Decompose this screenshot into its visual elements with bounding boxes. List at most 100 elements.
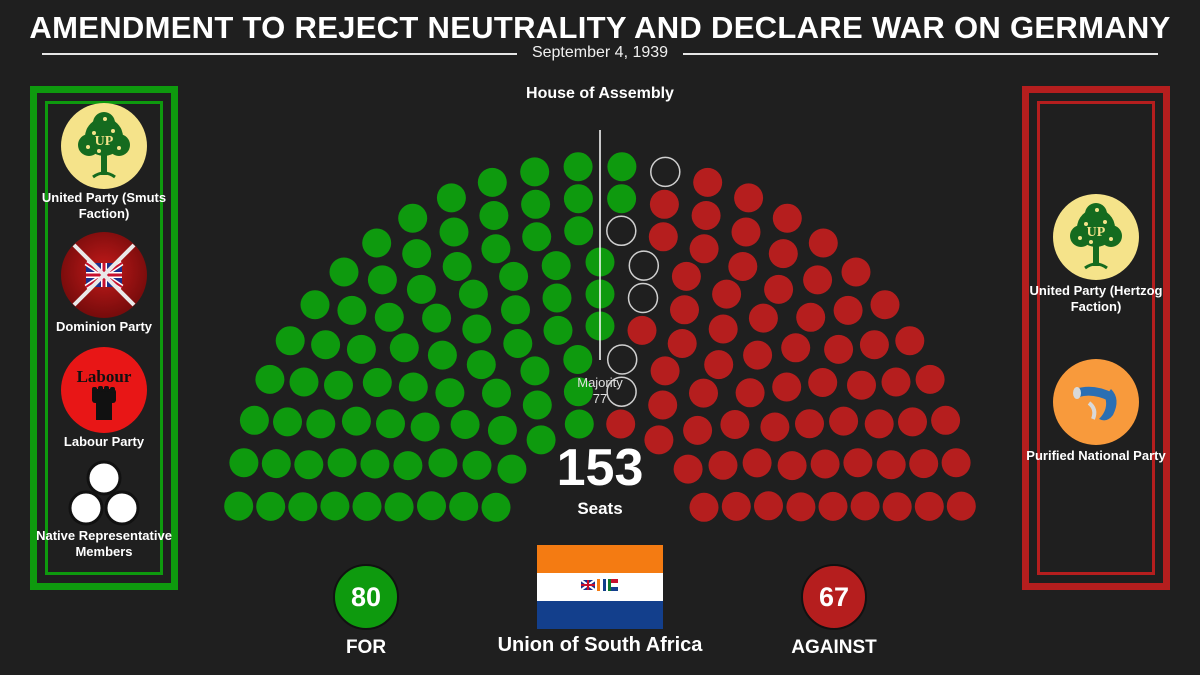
- seat-against: [777, 451, 807, 481]
- seat-against: [881, 367, 911, 397]
- seat-against: [808, 368, 838, 397]
- party-name: Native Representative Members: [36, 528, 172, 559]
- against-panel-inner-border: [1037, 101, 1155, 575]
- seat-against: [712, 279, 742, 309]
- party-name: Purified National Party: [1026, 448, 1166, 463]
- seat-against: [824, 334, 854, 364]
- majority-indicator: Majority 77: [550, 375, 650, 407]
- seat-against: [895, 326, 925, 356]
- svg-text:UP: UP: [95, 134, 114, 149]
- seat-against: [648, 390, 678, 420]
- seat-for: [563, 184, 593, 214]
- seat-against: [859, 330, 889, 360]
- seat-for: [422, 303, 452, 333]
- seat-for: [481, 492, 511, 522]
- party-name: United Party (Hertzog Faction): [1029, 283, 1163, 314]
- seat-for: [520, 157, 550, 187]
- seat-against: [671, 261, 701, 291]
- seat-against: [898, 407, 927, 437]
- seat-for: [542, 283, 572, 313]
- seat-for: [543, 315, 573, 345]
- seat-against: [931, 405, 961, 435]
- seat-against: [721, 491, 751, 521]
- seat-for: [481, 234, 511, 264]
- seat-for: [389, 333, 419, 363]
- seat-against: [850, 491, 880, 521]
- seat-for: [398, 372, 428, 402]
- seat-for: [442, 252, 472, 281]
- seat-against: [743, 340, 773, 370]
- seat-for: [417, 491, 446, 521]
- seat-for: [255, 364, 285, 394]
- seat-for: [563, 345, 593, 374]
- seat-for: [458, 279, 488, 309]
- seat-for: [526, 425, 556, 455]
- seat-against: [829, 406, 859, 436]
- seat-against: [915, 364, 945, 394]
- seat-against: [606, 409, 636, 439]
- against-label: AGAINST: [791, 637, 877, 658]
- seat-for: [352, 491, 382, 521]
- date-row: September 4, 1939: [42, 42, 1158, 66]
- seat-for: [384, 492, 414, 522]
- seat-against: [946, 491, 976, 521]
- seat-for: [306, 409, 336, 439]
- seat-for: [436, 183, 466, 213]
- seat-for: [288, 492, 318, 522]
- seat-against: [941, 448, 971, 478]
- seat-against: [689, 378, 718, 408]
- seat-for: [482, 378, 511, 408]
- seat-for: [311, 330, 341, 360]
- labour-logo-text: Labour: [77, 367, 132, 386]
- seat-against: [667, 329, 697, 358]
- seat-for: [329, 257, 359, 287]
- seat-against: [650, 356, 680, 386]
- seat-against: [720, 410, 750, 439]
- seat-for: [398, 203, 428, 233]
- seat-against: [693, 167, 723, 197]
- for-label: FOR: [345, 637, 387, 658]
- seat-for: [294, 450, 324, 480]
- country-name: Union of South Africa: [497, 634, 703, 656]
- seat-for: [479, 201, 509, 230]
- seat-for: [449, 491, 479, 521]
- seat-for: [563, 152, 593, 182]
- seat-against: [728, 252, 758, 281]
- seat-for: [402, 239, 432, 269]
- seat-against: [864, 409, 894, 439]
- seat-for: [324, 370, 353, 400]
- for-panel-inner-border: [45, 101, 163, 575]
- seat-against: [876, 450, 906, 480]
- seat-against: [847, 370, 876, 400]
- seat-against: [803, 265, 833, 295]
- seat-against: [734, 183, 764, 213]
- seat-against: [772, 372, 802, 402]
- seat-for: [256, 491, 286, 521]
- seat-for: [320, 491, 350, 521]
- seat-for: [607, 152, 637, 182]
- seat-for: [435, 378, 465, 408]
- chamber-title: House of Assembly: [526, 85, 674, 102]
- against-count-badge: 67: [801, 564, 867, 630]
- union-jack-crossed-icon: [61, 232, 147, 318]
- seat-against: [670, 295, 699, 325]
- seat-for: [477, 167, 507, 197]
- seat-for: [406, 274, 436, 304]
- seat-against: [683, 415, 713, 445]
- seat-for: [261, 449, 291, 479]
- seat-for: [497, 454, 527, 484]
- against-parties-panel: [1022, 86, 1170, 590]
- seat-for: [289, 367, 319, 397]
- seat-against: [841, 257, 871, 287]
- seat-against: [689, 234, 719, 264]
- total-seats-label: Seats: [577, 499, 623, 518]
- seat-against: [772, 203, 802, 233]
- seat-against: [735, 378, 765, 408]
- seat-against: [760, 412, 790, 442]
- seat-for: [487, 415, 517, 445]
- seat-absent: [628, 250, 660, 281]
- date-divider-left: [42, 53, 517, 55]
- seat-against: [691, 201, 721, 230]
- seat-absent: [627, 282, 659, 314]
